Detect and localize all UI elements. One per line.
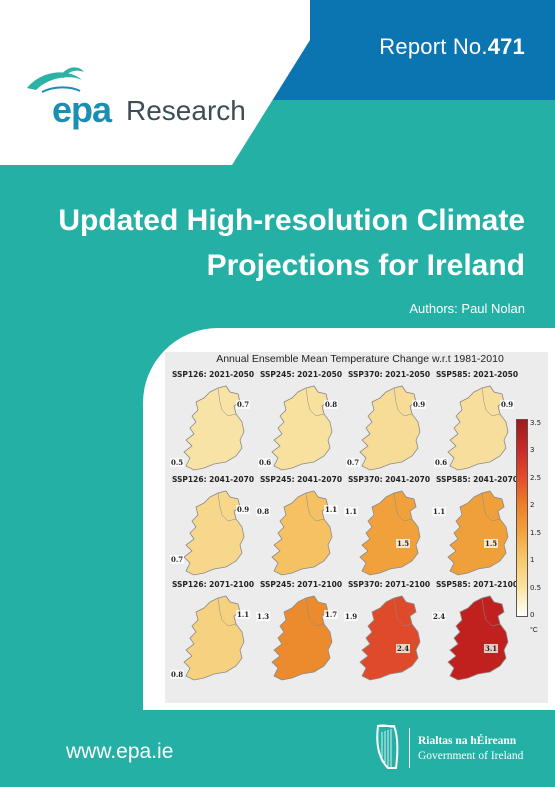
report-number-value: 471 — [487, 34, 525, 59]
colorbar-tick-label: 1 — [530, 556, 535, 565]
report-title: Updated High-resolution Climate Projecti… — [20, 198, 525, 288]
map-value-label: 0.7 — [170, 555, 185, 564]
gov-logo-divider — [409, 728, 410, 768]
map-label: SSP370: 2021-2050 — [347, 370, 431, 379]
colorbar-unit: °C — [530, 627, 538, 634]
ireland-map — [359, 385, 421, 471]
map-label: SSP370: 2071-2100 — [347, 580, 431, 589]
report-title-line-2: Projections for Ireland — [206, 249, 525, 282]
map-value-label: 0.9 — [236, 505, 251, 514]
ireland-map — [447, 490, 509, 576]
ireland-map — [183, 385, 245, 471]
colorbar-tick-label: 3.5 — [530, 419, 542, 427]
map-panel: SSP585: 2071-2100 2.4 3.1 — [432, 580, 522, 681]
ireland-map — [359, 595, 421, 681]
map-label: SSP370: 2041-2070 — [347, 475, 431, 484]
colorbar-tick-label: 2 — [530, 501, 535, 510]
map-value-label: 0.7 — [346, 458, 361, 467]
colorbar-tick-label: 3 — [530, 446, 535, 455]
map-label: SSP245: 2021-2050 — [259, 370, 343, 379]
website-url[interactable]: www.epa.ie — [66, 740, 174, 763]
colorbar-tick-label: 0.5 — [530, 583, 542, 592]
ireland-map — [271, 385, 333, 471]
map-label: SSP585: 2071-2100 — [435, 580, 519, 589]
epa-research-logo: epa Research — [24, 64, 264, 134]
map-panel: SSP585: 2021-2050 0.9 0.6 — [432, 370, 522, 471]
map-panel: SSP370: 2071-2100 1.9 2.4 — [344, 580, 434, 681]
figure-title: Annual Ensemble Mean Temperature Change … — [216, 353, 504, 365]
map-value-label: 0.5 — [170, 458, 185, 467]
map-value-label: 1.1 — [324, 505, 339, 514]
map-panel: SSP245: 2071-2100 1.7 1.3 — [256, 580, 346, 681]
map-value-label: 0.8 — [170, 670, 185, 679]
map-value-label: 1.9 — [344, 612, 359, 621]
map-value-label: 0.9 — [412, 400, 427, 409]
gov-name-english: Government of Ireland — [418, 750, 524, 762]
map-label: SSP585: 2041-2070 — [435, 475, 519, 484]
map-label: SSP245: 2071-2100 — [259, 580, 343, 589]
map-panel: SSP370: 2041-2070 1.1 1.5 — [344, 475, 434, 576]
harp-icon — [376, 724, 399, 769]
ireland-map — [447, 595, 509, 681]
map-value-label: 1.3 — [256, 612, 271, 621]
map-panel: SSP126: 2021-2050 0.7 0.5 — [168, 370, 258, 471]
authors: Authors: Paul Nolan — [409, 301, 525, 316]
map-panel: SSP370: 2021-2050 0.9 0.7 — [344, 370, 434, 471]
report-number: Report No.471 — [379, 34, 525, 60]
colorbar-tick-label: 1.5 — [530, 528, 542, 537]
map-value-label: 0.8 — [256, 507, 271, 516]
map-label: SSP126: 2071-2100 — [171, 580, 255, 589]
ireland-map — [183, 490, 245, 576]
map-value-label: 1.5 — [484, 539, 499, 548]
map-panel: SSP126: 2041-2070 0.9 0.7 — [168, 475, 258, 576]
map-label: SSP245: 2041-2070 — [259, 475, 343, 484]
colorbar-tick-label: 0 — [530, 611, 535, 619]
gov-name-irish: Rialtas na hÉireann — [418, 735, 517, 747]
map-panel: SSP245: 2021-2050 0.8 0.6 — [256, 370, 346, 471]
report-title-line-1: Updated High-resolution Climate — [58, 204, 525, 237]
map-value-label: 1.5 — [396, 539, 411, 548]
ireland-map — [359, 490, 421, 576]
epa-swoosh-icon — [27, 67, 84, 93]
map-label: SSP585: 2021-2050 — [435, 370, 519, 379]
ireland-map — [271, 490, 333, 576]
map-value-label: 0.7 — [236, 400, 251, 409]
ireland-map — [183, 595, 245, 681]
map-value-label: 0.9 — [500, 400, 515, 409]
map-panel: SSP245: 2041-2070 1.1 0.8 — [256, 475, 346, 576]
map-panel: SSP126: 2071-2100 1.1 0.8 — [168, 580, 258, 681]
map-value-label: 3.1 — [484, 644, 499, 653]
map-label: SSP126: 2041-2070 — [171, 475, 255, 484]
colorbar-tick-label: 2.5 — [530, 473, 542, 482]
map-value-label: 0.6 — [258, 458, 273, 467]
report-number-label: Report No. — [379, 34, 488, 59]
map-value-label: 0.6 — [434, 458, 449, 467]
ireland-map — [447, 385, 509, 471]
map-label: SSP126: 2021-2050 — [171, 370, 255, 379]
map-panel: SSP585: 2041-2070 1.1 1.5 — [432, 475, 522, 576]
map-value-label: 1.1 — [344, 507, 359, 516]
ireland-map — [271, 595, 333, 681]
map-value-label: 2.4 — [396, 644, 411, 653]
header-white-wedge — [0, 0, 310, 165]
logo-epa-text: epa — [52, 89, 112, 130]
map-value-label: 2.4 — [432, 612, 447, 621]
map-value-label: 1.7 — [324, 610, 339, 619]
colorbar — [516, 419, 528, 617]
map-value-label: 0.8 — [324, 400, 339, 409]
logo-research-text: Research — [126, 95, 246, 126]
map-value-label: 1.1 — [432, 507, 447, 516]
map-value-label: 1.1 — [236, 610, 251, 619]
government-of-ireland-logo: Rialtas na hÉireann Government of Irelan… — [368, 722, 528, 774]
